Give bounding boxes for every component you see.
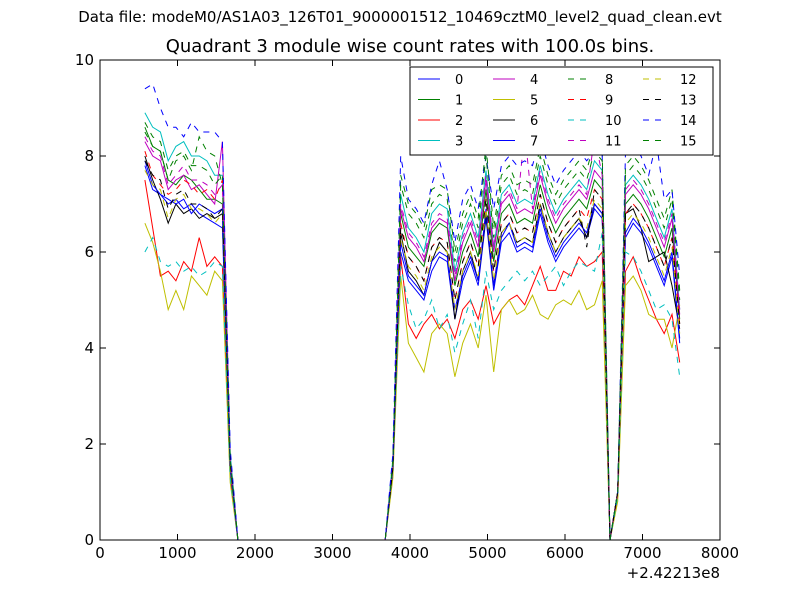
legend-label-5: 5: [530, 94, 538, 109]
x-tick-label: 1000: [158, 544, 196, 562]
y-tick-label: 8: [84, 147, 94, 165]
x-tick-label: 0: [95, 544, 105, 562]
x-tick-label: 2000: [236, 544, 274, 562]
legend-label-4: 4: [530, 73, 538, 88]
x-offset-label: +2.42213e8: [627, 564, 720, 582]
legend-label-10: 10: [605, 114, 622, 129]
x-tick-label: 7000: [623, 544, 661, 562]
legend-label-13: 13: [680, 94, 697, 109]
x-tick-label: 5000: [468, 544, 506, 562]
legend-label-15: 15: [680, 135, 697, 150]
legend-label-14: 14: [680, 114, 697, 129]
legend-label-3: 3: [455, 135, 463, 150]
legend-label-2: 2: [455, 114, 463, 129]
legend-label-1: 1: [455, 94, 463, 109]
x-tick-label: 4000: [391, 544, 429, 562]
series-line-13: [144, 160, 681, 541]
legend-label-8: 8: [605, 73, 613, 88]
x-tick-label: 3000: [313, 544, 351, 562]
series-line-8: [144, 122, 681, 541]
y-tick-label: 2: [84, 435, 94, 453]
x-tick-label: 6000: [546, 544, 584, 562]
legend-label-6: 6: [530, 114, 538, 129]
y-tick-label: 6: [84, 243, 94, 261]
figure-suptitle: Data file: modeM0/AS1A03_126T01_90000015…: [78, 8, 722, 26]
chart-title: Quadrant 3 module wise count rates with …: [165, 36, 655, 57]
series-layer: [144, 83, 681, 541]
legend-label-0: 0: [455, 73, 463, 88]
y-tick-label: 0: [84, 531, 94, 549]
legend-label-7: 7: [530, 135, 538, 150]
series-line-12: [144, 170, 681, 541]
y-tick-label: 4: [84, 339, 94, 357]
legend-label-12: 12: [680, 73, 697, 88]
y-tick-label: 10: [75, 51, 94, 69]
legend-label-9: 9: [605, 94, 613, 109]
legend-label-11: 11: [605, 135, 622, 150]
series-line-15: [144, 131, 681, 541]
x-tick-label: 8000: [701, 544, 739, 562]
legend-box: [409, 66, 714, 156]
